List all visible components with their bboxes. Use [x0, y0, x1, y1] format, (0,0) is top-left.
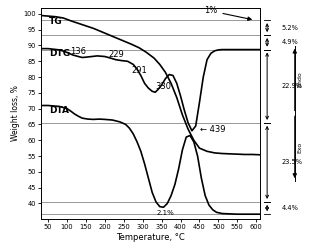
Text: Endo: Endo: [297, 72, 302, 87]
Text: DTA: DTA: [49, 106, 69, 115]
Text: 4.9%: 4.9%: [282, 39, 299, 45]
Text: ← 439: ← 439: [200, 125, 226, 134]
Text: DTG: DTG: [49, 49, 70, 58]
Text: TG: TG: [49, 17, 62, 26]
Text: Exo: Exo: [297, 142, 302, 153]
Text: 23.5%: 23.5%: [282, 159, 303, 165]
Text: 330: 330: [155, 82, 171, 91]
Text: 229: 229: [108, 50, 124, 59]
X-axis label: Temperature, °C: Temperature, °C: [116, 233, 185, 242]
Y-axis label: Weight loss, %: Weight loss, %: [11, 85, 20, 141]
Text: 136: 136: [71, 47, 86, 56]
Text: 291: 291: [131, 66, 147, 75]
Text: 22.9%: 22.9%: [282, 83, 303, 89]
Text: 1%: 1%: [204, 7, 251, 20]
Text: 4.4%: 4.4%: [282, 205, 299, 211]
Text: 5.2%: 5.2%: [282, 25, 299, 31]
Text: 2.1%: 2.1%: [157, 210, 174, 216]
